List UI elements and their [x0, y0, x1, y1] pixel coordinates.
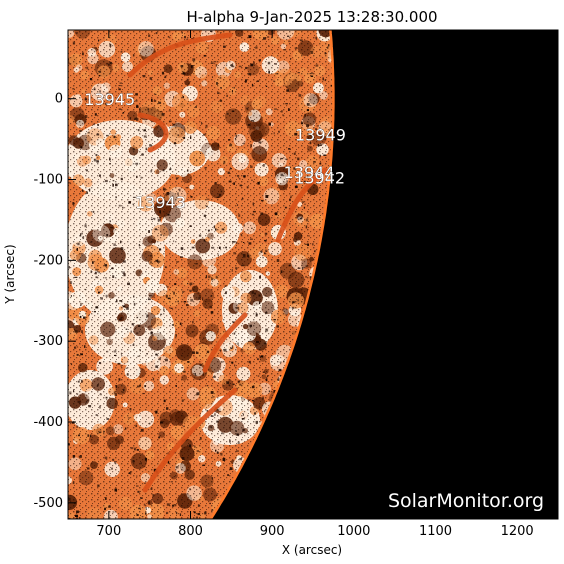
solar-limb — [209, 30, 335, 519]
active-region-label: 13945 — [84, 90, 135, 109]
filament — [137, 112, 169, 153]
y-tick-label: -300 — [33, 334, 63, 349]
watermark: SolarMonitor.org — [388, 490, 544, 512]
filament — [127, 32, 233, 78]
x-tick-label: 1000 — [337, 524, 370, 539]
x-tick-label: 800 — [178, 524, 203, 539]
x-tick-label: 1100 — [419, 524, 452, 539]
x-axis: 700 800 900 1000 1100 1200 — [96, 30, 534, 539]
active-region-label: 13949 — [295, 126, 346, 145]
y-axis-label: Y (arcsec) — [3, 244, 17, 304]
plot-frame — [67, 29, 559, 520]
y-tick-label: -100 — [33, 173, 63, 188]
y-axis: 0 -100 -200 -300 -400 -500 — [33, 92, 558, 511]
filaments — [127, 32, 328, 493]
active-region-label: 13944 — [284, 163, 335, 182]
y-tick-label: -200 — [33, 253, 63, 268]
chart-title: H-alpha 9-Jan-2025 13:28:30.000 — [186, 8, 437, 26]
x-tick-label: 1200 — [501, 524, 534, 539]
filament — [202, 312, 248, 373]
x-tick-label: 700 — [96, 524, 121, 539]
active-region-label: 13943 — [135, 193, 186, 212]
filament — [142, 387, 238, 493]
filament — [275, 167, 328, 243]
x-axis-label: X (arcsec) — [282, 543, 342, 557]
y-tick-label: -500 — [33, 496, 63, 511]
y-tick-label: 0 — [55, 92, 63, 107]
y-tick-label: -400 — [33, 415, 63, 430]
x-tick-label: 900 — [260, 524, 285, 539]
active-region-label: 13942 — [294, 169, 345, 188]
